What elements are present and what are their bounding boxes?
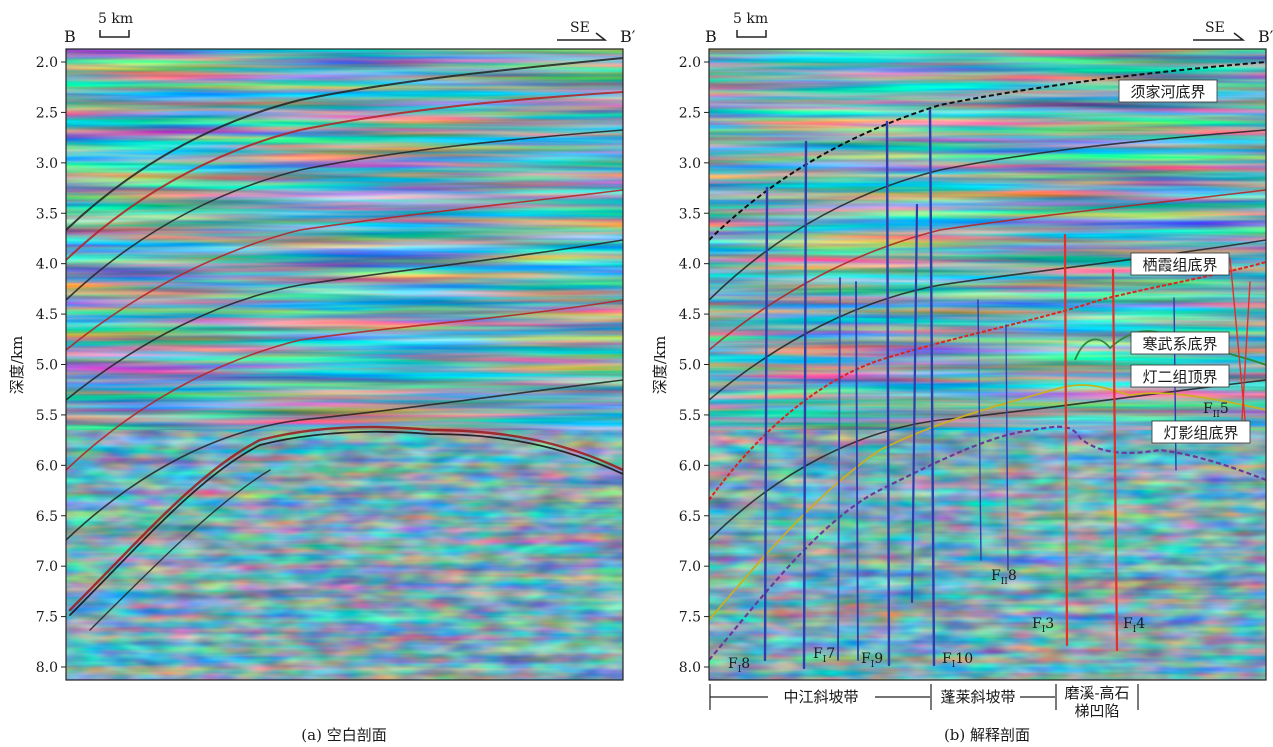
y-tick-label: 2.0 xyxy=(679,55,701,71)
horizon-xujiahe-base xyxy=(709,61,1266,241)
fault-label: FI10 xyxy=(942,651,973,670)
panel-a: 2.02.53.03.54.04.55.05.56.06.57.07.58.0 … xyxy=(8,11,636,744)
y-tick-label: 6.0 xyxy=(36,458,58,474)
y-tick-label: 3.5 xyxy=(36,206,58,222)
y-tick-label: 3.5 xyxy=(679,206,701,222)
horizon-label: 灯二组顶界 xyxy=(1142,368,1217,386)
fault-label: FI8 xyxy=(728,656,750,675)
horizon-dengying-base xyxy=(709,425,1266,661)
section-start-label-b: B xyxy=(705,27,717,46)
fault-line xyxy=(928,108,936,667)
y-axis-title-b: 深度/km xyxy=(651,336,669,394)
zone-label-moxi-gaoshi: 磨溪-高石 xyxy=(1064,684,1129,702)
y-tick-label: 4.0 xyxy=(679,257,701,273)
y-tick-label: 5.0 xyxy=(679,358,701,374)
section-start-label-a: B xyxy=(64,27,76,46)
scale-bar-label-a: 5 km xyxy=(98,11,133,27)
section-end-label-a: B′ xyxy=(620,27,636,46)
fault-line xyxy=(885,120,891,667)
y-tick-label: 7.0 xyxy=(36,559,58,575)
fault-line xyxy=(1111,268,1119,652)
y-tick-label: 7.5 xyxy=(36,610,58,626)
fault-label: FI9 xyxy=(861,651,883,670)
zone-label-trough: 梯凹陷 xyxy=(1074,702,1119,720)
y-tick-label: 4.5 xyxy=(36,307,58,323)
scale-bar-b: 5 km xyxy=(733,11,768,38)
scale-bar-label-b: 5 km xyxy=(733,11,768,27)
faults xyxy=(763,108,1251,670)
y-tick-label: 7.0 xyxy=(679,559,701,575)
direction-arrow-b: SE xyxy=(1193,20,1246,41)
y-axis-ticks-a: 2.0 2.5 3.0 3.5 4.0 4.5 5.0 5.5 6.0 6.5 7.0 7.5 8.0 xyxy=(36,55,66,676)
fault-line xyxy=(837,277,841,661)
y-tick-label: 4.0 xyxy=(36,257,58,273)
y-tick-label: 3.0 xyxy=(36,156,58,172)
y-axis-title-a: 深度/km xyxy=(8,336,26,394)
y-tick-label: 6.5 xyxy=(36,509,58,525)
seismic-section-b xyxy=(709,49,1266,680)
fault-line xyxy=(855,281,859,661)
fault-line xyxy=(910,203,919,604)
y-tick-label: 7.5 xyxy=(679,610,701,626)
scale-bar-a: 5 km xyxy=(98,11,133,38)
horizon-qixia-base xyxy=(709,261,1266,501)
y-tick-label: 6.5 xyxy=(679,509,701,525)
y-tick-label: 2.5 xyxy=(36,105,58,121)
fault-line xyxy=(1241,281,1251,421)
section-end-label-b: B′ xyxy=(1258,27,1273,46)
y-tick-label: 6.0 xyxy=(679,458,701,474)
fault-label: FI4 xyxy=(1123,616,1145,635)
y-tick-label: 4.5 xyxy=(679,307,701,323)
horizon-label: 灯影组底界 xyxy=(1163,424,1238,442)
panel-b: 须家河底界 栖霞组底界 寒武系底界 灯二组顶界 灯影组底界 FI8 FI7 FI… xyxy=(651,11,1273,744)
horizon-deng2-top xyxy=(709,384,1266,621)
zone-label-zhongjiang: 中江斜坡带 xyxy=(783,688,858,706)
y-tick-label: 8.0 xyxy=(679,660,701,676)
y-tick-label: 5.5 xyxy=(679,408,701,424)
seismic-section-a xyxy=(66,49,623,680)
y-tick-label: 5.5 xyxy=(36,408,58,424)
y-tick-label: 8.0 xyxy=(36,660,58,676)
fault-label: FII8 xyxy=(991,568,1017,587)
fault-line xyxy=(802,140,808,670)
horizon-label: 须家河底界 xyxy=(1130,83,1205,101)
y-tick-label: 5.0 xyxy=(36,358,58,374)
fault-line xyxy=(1005,324,1009,571)
y-tick-label: 2.0 xyxy=(36,55,58,71)
structural-zone-bar xyxy=(709,684,1139,710)
fault-label: FII5 xyxy=(1203,401,1229,420)
fault-label: FI3 xyxy=(1032,616,1054,635)
horizon-label: 寒武系底界 xyxy=(1142,335,1217,353)
caption-a: (a) 空白剖面 xyxy=(301,726,386,744)
fault-line xyxy=(1063,233,1069,647)
direction-label-b: SE xyxy=(1205,20,1225,36)
direction-label-a: SE xyxy=(570,20,590,36)
y-axis-ticks-b: 2.0 2.5 3.0 3.5 4.0 4.5 5.0 5.5 6.0 6.5 7.0 7.5 8.0 xyxy=(679,55,709,676)
horizon-label: 栖霞组底界 xyxy=(1142,256,1217,274)
y-tick-label: 3.0 xyxy=(679,156,701,172)
fault-line xyxy=(977,299,982,561)
direction-arrow-a: SE xyxy=(557,20,608,41)
y-tick-label: 2.5 xyxy=(679,105,701,121)
zone-label-penglai: 蓬莱斜坡带 xyxy=(940,688,1015,706)
caption-b: (b) 解释剖面 xyxy=(944,726,1030,744)
fault-line xyxy=(763,186,769,662)
fault-labels: FI8 FI7 FI9 FI10 FII8 FI3 FI4 FII5 xyxy=(728,401,1229,675)
horizon-labels: 须家河底界 栖霞组底界 寒武系底界 灯二组顶界 灯影组底界 xyxy=(1118,79,1251,444)
fault-label: FI7 xyxy=(813,646,835,665)
